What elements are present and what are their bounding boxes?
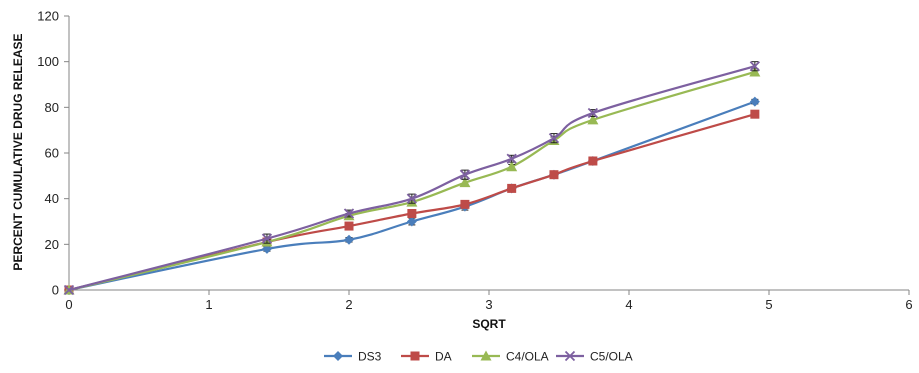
data-point [63,284,75,296]
legend-label: DA [435,350,452,364]
legend-item: C4/OLA [472,350,549,364]
data-point [460,199,470,209]
series-layer [63,61,761,296]
data-point [343,208,355,219]
legend-swatch-marker [480,350,492,361]
data-point [406,216,417,227]
data-point [749,96,760,107]
data-point [588,156,598,166]
y-tick-label: 20 [45,237,59,252]
data-point [749,61,760,72]
series-c5-ola [63,61,760,296]
y-axis-title: PERCENT CUMULATIVE DRUG RELEASE [11,33,25,270]
data-point [406,193,417,204]
x-tick-label: 0 [65,297,72,312]
data-point [459,169,471,180]
y-tick-label: 40 [45,191,59,206]
x-tick-label: 6 [905,297,912,312]
legend-swatch-marker [410,351,420,361]
series-line [68,65,756,292]
data-point [506,161,518,172]
data-point [549,170,559,180]
legend: DS3 DA C4/OLA C5/OLA [324,350,633,364]
y-tick-label: 120 [37,9,59,24]
x-tick-label: 1 [205,297,212,312]
y-tick-label: 80 [45,100,59,115]
data-point [749,66,761,77]
legend-label: C5/OLA [590,350,633,364]
legend-item: C5/OLA [556,350,633,364]
x-tick-label: 4 [625,297,632,312]
data-point [459,177,471,188]
data-point [587,107,599,119]
data-point [587,114,599,125]
y-tick-label: 100 [37,54,59,69]
legend-item: DA [401,350,452,364]
data-point [344,234,354,245]
data-point [407,209,417,219]
data-point [548,133,560,144]
y-tick-label: 60 [45,146,59,161]
x-tick-label: 2 [345,297,352,312]
data-point [261,233,273,244]
data-point [506,153,517,164]
legend-swatch-marker [333,351,343,361]
x-tick-label: 3 [485,297,492,312]
legend-label: DS3 [358,350,382,364]
y-tick-label: 0 [52,283,59,298]
series-line [68,70,756,292]
data-point [507,183,517,193]
series-c4-ola [63,66,761,295]
axes: 0 20 40 60 80 100 120 0 1 2 3 4 5 6 [37,9,912,313]
x-tick-label: 5 [765,297,772,312]
legend-swatch-marker [564,350,576,362]
legend-item: DS3 [324,350,382,364]
x-axis-title: SQRT [472,317,506,331]
data-point [750,109,760,119]
data-point [344,221,354,231]
legend-label: C4/OLA [506,350,549,364]
